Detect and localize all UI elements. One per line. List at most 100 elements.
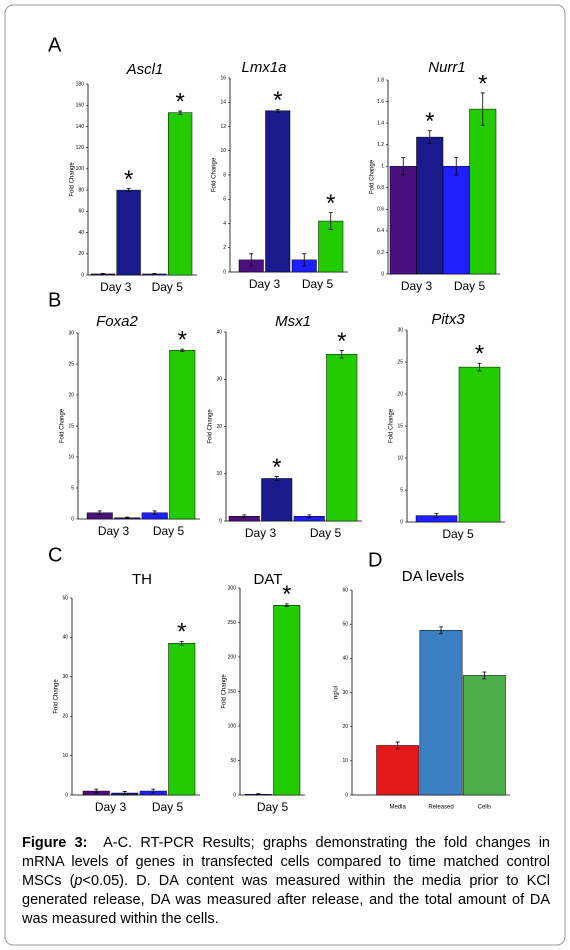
y-tick-label: 50 [62,595,68,601]
annotation: * [178,326,187,353]
bar [469,108,497,275]
annotation: * [177,619,186,646]
error-bar [97,510,102,516]
error-bar [427,130,432,144]
error-bar [151,788,156,794]
error-bar [439,626,443,635]
y-axis-label: ng/ul [334,686,340,699]
y-tick-label: 0.2 [377,250,384,256]
bar [419,630,463,796]
y-tick-label: 0 [65,792,68,798]
chart-title: TH [132,571,152,588]
annotation: * [478,70,487,97]
error-bar [482,671,487,680]
x-tick-label: Day 5 [310,526,342,540]
y-tick-label: 25 [397,359,403,365]
y-tick-label: 150 [228,689,237,695]
y-tick-label: 100 [76,166,85,172]
chart-title: Pitx3 [431,311,465,328]
y-tick-label: 30 [68,330,74,336]
chart-title: Msx1 [275,313,311,330]
x-tick-label: Cells [478,805,491,811]
bar [273,605,301,796]
x-tick-label: Day 5 [257,800,289,814]
error-bar [274,476,279,481]
y-tick-label: 40 [78,230,84,236]
y-tick-label: 15 [68,423,74,429]
y-tick-label: 20 [62,714,68,720]
annotation: * [337,328,346,355]
x-tick-label: Released [428,805,453,811]
y-tick-label: 40 [62,635,68,641]
error-bar [275,109,280,113]
error-bar [480,92,485,126]
y-tick-label: 180 [76,81,85,87]
panel-label: D [368,549,382,571]
y-tick-label: 0 [233,792,236,798]
y-tick-label: 0 [400,519,403,525]
y-tick-label: 30 [397,327,403,333]
y-tick-label: 20 [68,392,74,398]
error-bar [249,253,254,267]
y-tick-label: 160 [76,103,85,109]
x-tick-label: Day 5 [442,527,474,541]
y-tick-label: 200 [228,654,237,660]
error-bar [94,788,99,794]
chart-title: Lmx1a [241,59,286,76]
annotation: * [124,166,133,193]
error-bar [395,741,400,750]
error-bar [284,603,289,608]
frame [4,4,566,946]
error-bar [401,157,406,176]
y-tick-label: 60 [78,209,84,215]
bar [458,366,501,523]
y-tick-label: 30 [342,690,348,696]
error-bar [126,188,131,193]
y-axis-label: Fold Change [54,679,60,714]
x-tick-label: Day 5 [152,280,184,294]
y-tick-label: 0.6 [377,207,384,213]
y-tick-label: 10 [62,753,68,759]
y-tick-label: 140 [76,124,85,130]
error-bar [242,514,247,519]
y-tick-label: 0.4 [377,228,384,234]
chart-title: DAT [254,571,283,588]
caption-italic: p [74,873,83,889]
y-tick-label: 2 [223,245,226,251]
error-bar [100,273,105,275]
x-tick-label: Day 3 [95,800,127,814]
bar [389,165,417,275]
annotation: * [282,581,291,608]
y-tick-label: 0 [381,271,384,277]
error-bar [152,510,157,516]
x-tick-label: Day 3 [245,526,277,540]
y-tick-label: 0 [223,269,226,275]
bar [265,110,291,273]
chart-title: Foxa2 [96,313,138,330]
error-bar [152,273,157,275]
x-tick-label: Day 3 [98,524,130,538]
x-tick-label: Media [389,805,406,811]
y-tick-label: 20 [342,724,348,730]
y-tick-label: 1.2 [377,142,384,148]
y-axis-label: Fold Change [212,157,218,192]
error-bar [125,516,130,519]
y-tick-label: 1.8 [377,77,384,83]
caption-label: Figure 3: [22,835,88,851]
x-tick-label: Day 3 [249,277,281,291]
y-axis-label: Fold Change [370,159,376,194]
x-tick-label: Day 3 [100,280,132,294]
y-tick-label: 6 [223,197,226,203]
y-tick-label: 10 [220,148,226,154]
error-bar [180,348,185,352]
y-tick-label: 20 [216,424,222,430]
bar [326,353,358,522]
error-bar [256,793,261,796]
x-tick-label: Day 5 [152,800,184,814]
y-tick-label: 50 [342,621,348,627]
y-tick-label: 120 [76,145,85,151]
y-tick-label: 0 [71,516,74,522]
chart-title: DA levels [402,568,465,585]
error-bar [307,514,312,519]
